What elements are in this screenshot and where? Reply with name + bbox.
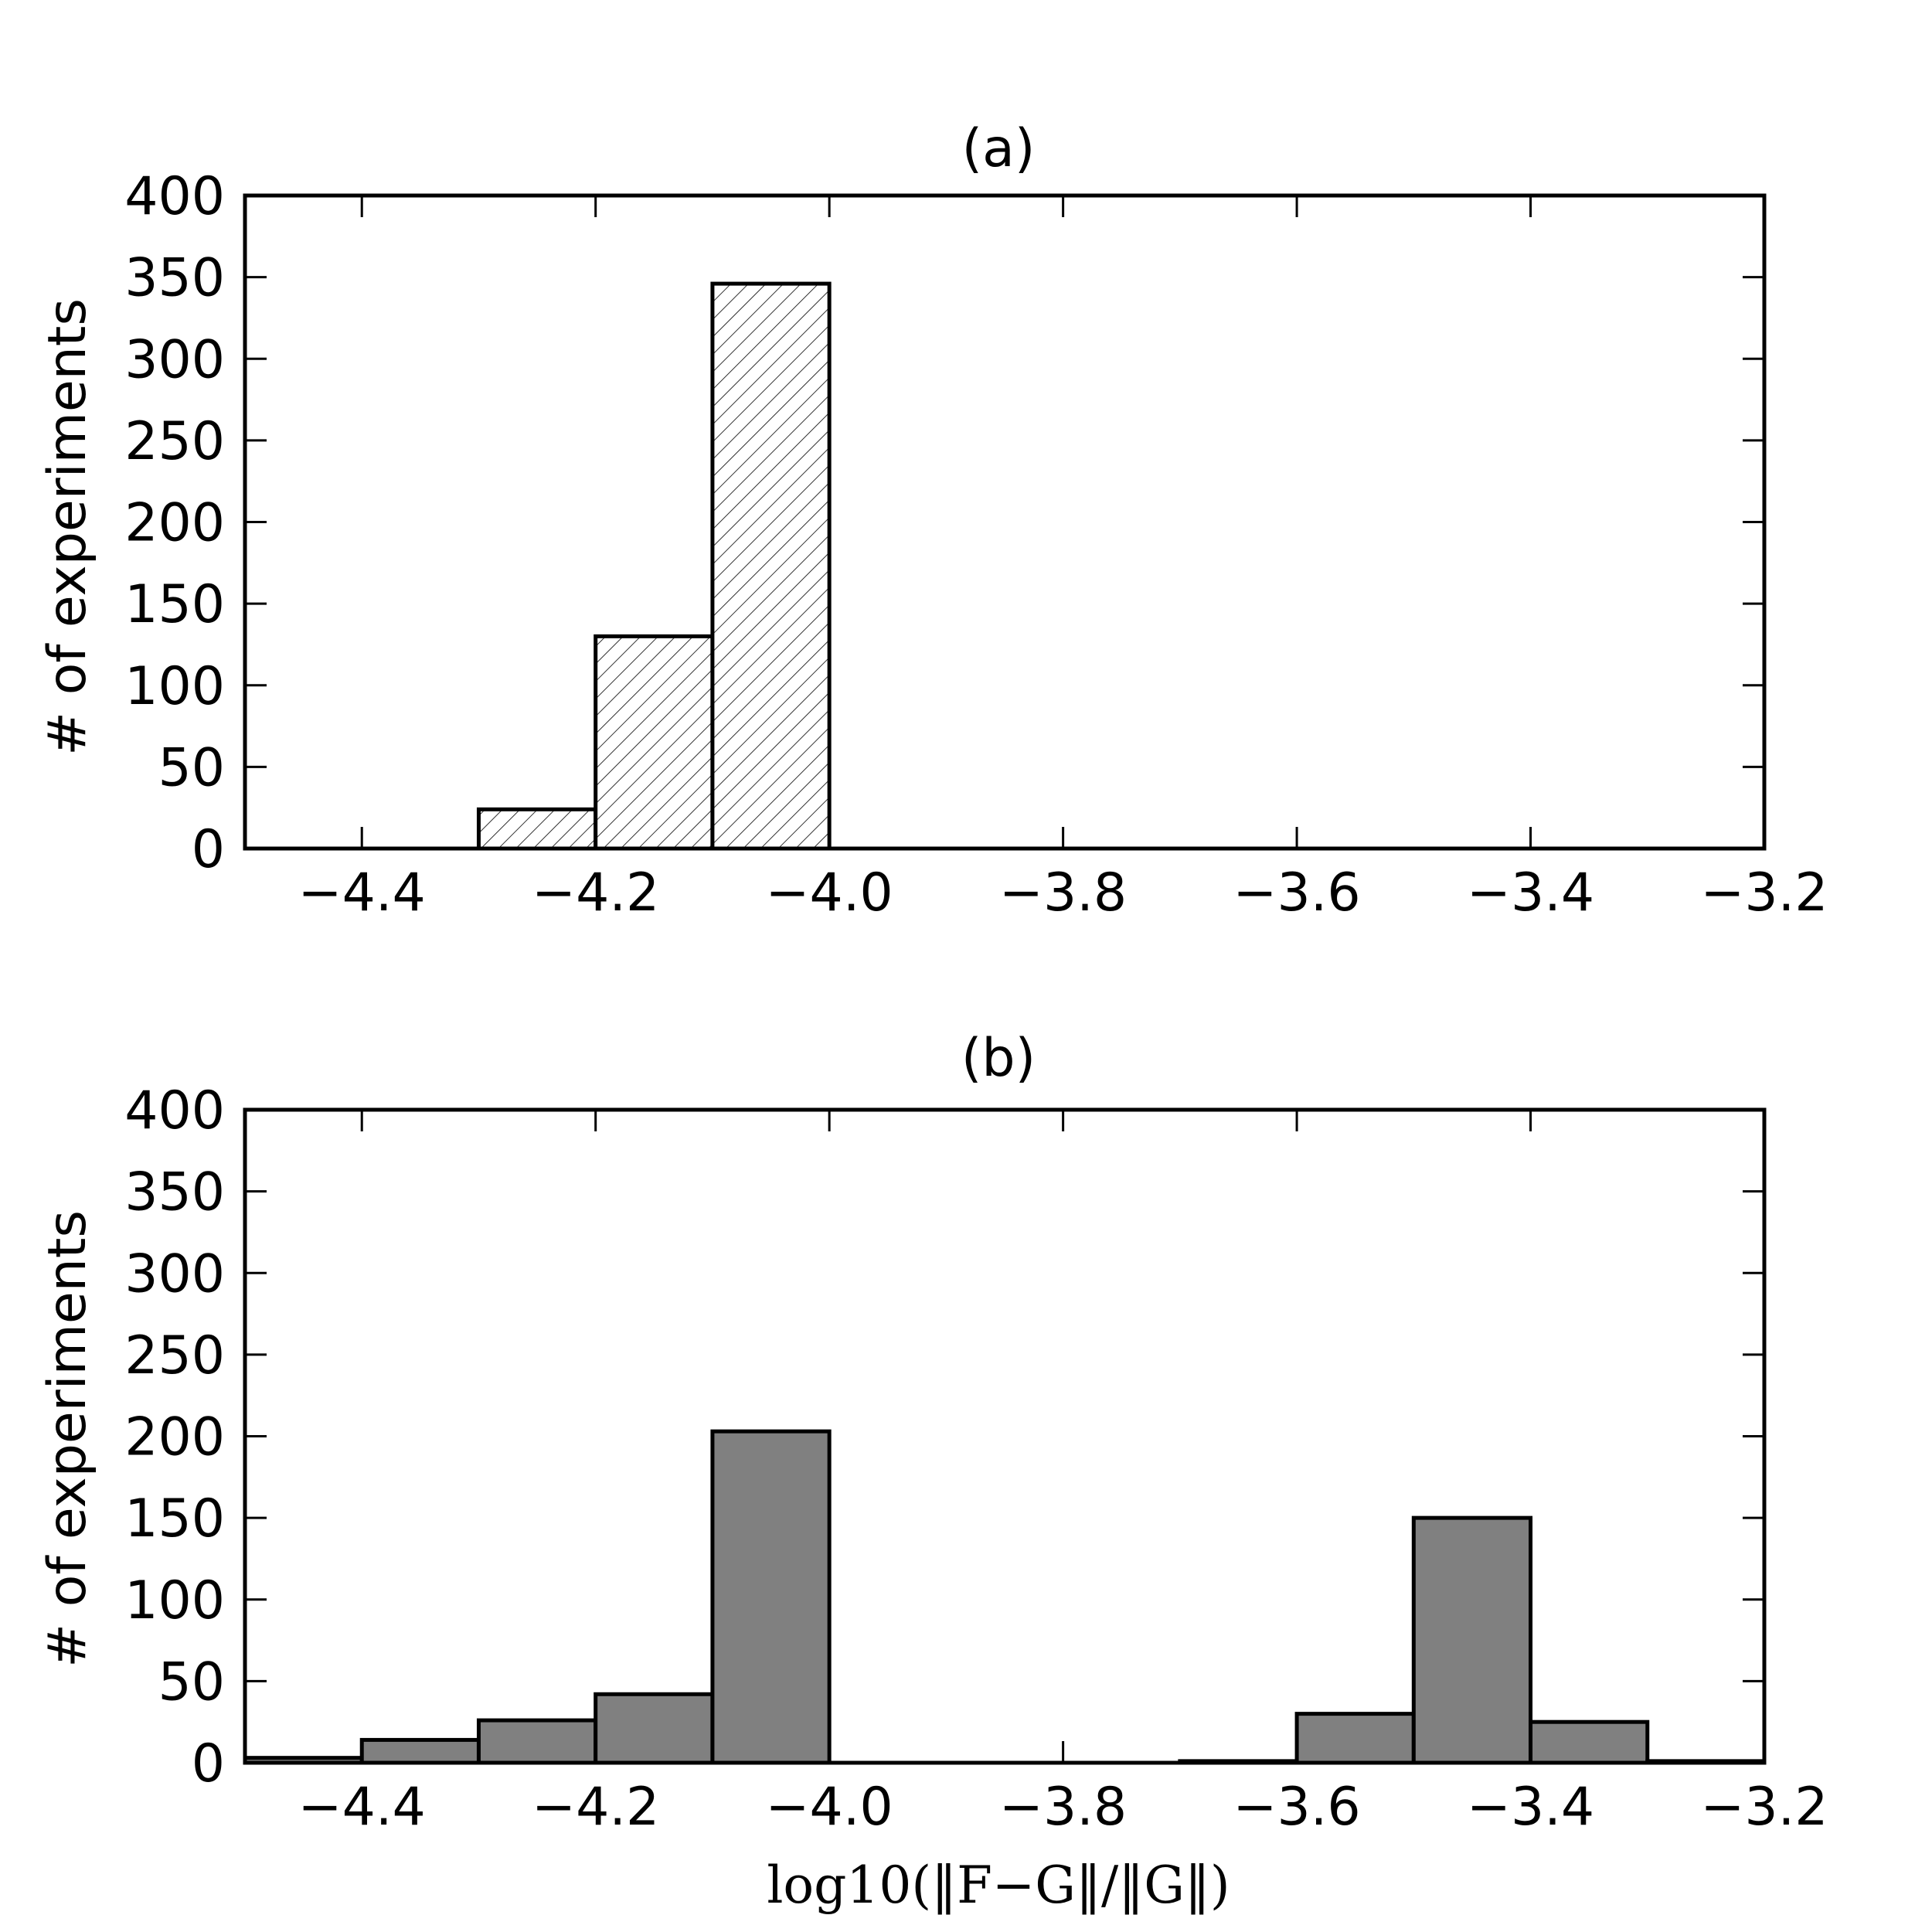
histogram-bar-b-2 (476, 1718, 598, 1765)
histogram-bar-b-3 (594, 1692, 715, 1765)
y-tick-label-a-8: 400 (124, 166, 225, 227)
histogram-bar-a-2 (710, 281, 832, 851)
x-tick-label-b-3: −3.8 (999, 1777, 1127, 1838)
y-tick-label-a-6: 300 (124, 329, 225, 390)
y-tick-label-b-4: 200 (124, 1407, 225, 1468)
y-tick-label-b-7: 350 (124, 1162, 225, 1223)
y-tick-label-a-7: 350 (124, 248, 225, 309)
y-tick-label-b-8: 400 (124, 1080, 225, 1141)
y-tick-label-b-3: 150 (124, 1488, 225, 1549)
histogram-bar-b-1 (359, 1737, 481, 1765)
y-tick-label-b-2: 100 (124, 1570, 225, 1631)
plot-frame-b (243, 1107, 1767, 1765)
x-tick-label-b-6: −3.2 (1700, 1777, 1828, 1838)
x-tick-label-a-2: −4.0 (766, 862, 893, 923)
y-tick-label-b-0: 0 (192, 1733, 225, 1794)
x-tick-label-a-5: −3.4 (1467, 862, 1594, 923)
panel-title-b: (b) (961, 1028, 1036, 1089)
y-tick-label-a-3: 150 (124, 574, 225, 635)
x-tick-label-a-0: −4.4 (298, 862, 426, 923)
bars-b (243, 1429, 1767, 1765)
y-tick-label-b-6: 300 (124, 1243, 225, 1304)
x-tick-label-b-5: −3.4 (1467, 1777, 1594, 1838)
histogram-panel-b: (b) # of experiments −4.4 −4.2 −4.0 −3.8 −3.… (37, 1028, 1828, 1915)
y-axis-label-a: # of experiments (37, 298, 98, 756)
x-tick-label-a-1: −4.2 (532, 862, 659, 923)
x-tick-label-b-2: −4.0 (766, 1777, 893, 1838)
panel-title-a: (a) (962, 118, 1036, 179)
x-tick-label-b-0: −4.4 (298, 1777, 426, 1838)
y-tick-label-a-0: 0 (192, 819, 225, 880)
histogram-bar-b-7 (1411, 1515, 1533, 1765)
histogram-bar-b-6 (1294, 1712, 1416, 1765)
histogram-bar-b-8 (1529, 1719, 1650, 1765)
y-tick-label-b-1: 50 (158, 1651, 225, 1713)
histogram-bar-b-4 (710, 1429, 832, 1765)
y-tick-label-a-1: 50 (158, 737, 225, 798)
bars-a (476, 281, 832, 851)
y-axis-label-b: # of experiments (37, 1210, 98, 1668)
y-tick-label-a-2: 100 (124, 656, 225, 717)
ticks-a: −4.4 −4.2 −4.0 −3.8 −3.6 −3.4 −3.2 0 50 100 150 200… (124, 166, 1828, 923)
y-tick-label-b-5: 250 (124, 1325, 225, 1386)
x-tick-label-a-6: −3.2 (1700, 862, 1828, 923)
x-axis-label-b: log10(‖F−G‖/‖G‖) (767, 1855, 1230, 1915)
x-tick-label-a-3: −3.8 (999, 862, 1127, 923)
y-tick-label-a-5: 250 (124, 411, 225, 472)
histogram-panel-a: (a) # of experiments −4.4 −4.2 −4.0 −3.8 −3.… (37, 118, 1828, 923)
histogram-bar-a-0 (476, 807, 598, 851)
x-tick-label-b-4: −3.6 (1233, 1777, 1361, 1838)
x-tick-label-b-1: −4.2 (532, 1777, 659, 1838)
ticks-b: −4.4 −4.2 −4.0 −3.8 −3.6 −3.4 −3.2 0 50 100 150 200… (124, 1080, 1828, 1838)
y-tick-label-a-4: 200 (124, 493, 225, 554)
histogram-bar-a-1 (594, 634, 715, 851)
plot-frame-a (243, 193, 1767, 851)
x-tick-label-a-4: −3.6 (1233, 862, 1361, 923)
